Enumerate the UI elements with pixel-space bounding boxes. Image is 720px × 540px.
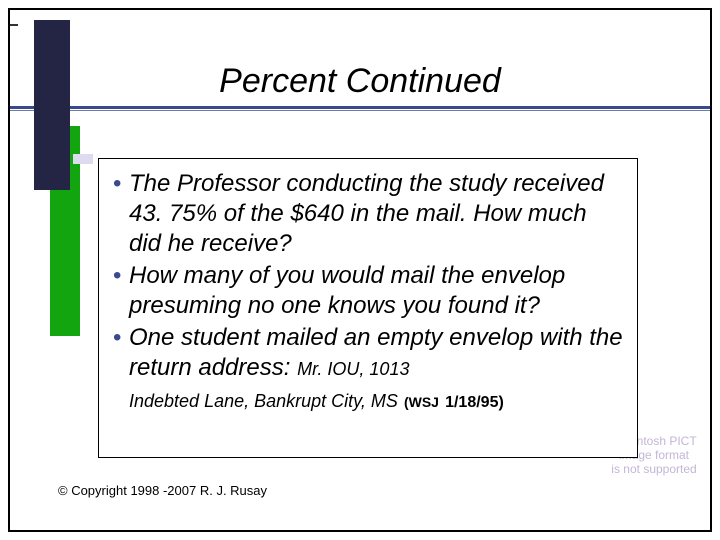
content-box: • The Professor conducting the study rec… — [98, 158, 638, 458]
address-text: Indebted Lane, Bankrupt City, MS — [129, 391, 398, 411]
bullet-item: • One student mailed an empty envelop wi… — [113, 323, 623, 384]
address-inline: Mr. IOU, 1013 — [297, 359, 409, 379]
title-underline — [10, 106, 710, 112]
bullet-item: • How many of you would mail the envelop… — [113, 261, 623, 321]
source-date: 1/18/95) — [445, 394, 504, 411]
rule-primary — [10, 106, 710, 109]
bullet-text: How many of you would mail the envelop p… — [129, 261, 623, 321]
bullet-text: One student mailed an empty envelop with… — [129, 323, 623, 384]
pict-line3: is not supported — [604, 462, 704, 476]
source-label: (WSJ — [404, 394, 439, 410]
bullet-marker-icon: • — [113, 169, 129, 199]
slide-title: Percent Continued — [10, 62, 710, 101]
bullet-item: • The Professor conducting the study rec… — [113, 169, 623, 259]
copyright-text: © Copyright 1998 -2007 R. J. Rusay — [58, 483, 267, 498]
slide-frame: Percent Continued • The Professor conduc… — [8, 8, 712, 532]
address-line-2: Indebted Lane, Bankrupt City, MS (WSJ 1/… — [113, 386, 623, 417]
decor-tiny-bar — [10, 24, 18, 26]
decor-dark-bar — [34, 20, 70, 190]
title-area: Percent Continued — [10, 62, 710, 101]
decor-lavender-bar — [73, 154, 93, 164]
bullet-text: The Professor conducting the study recei… — [129, 169, 623, 259]
rule-secondary — [10, 110, 710, 111]
bullet-marker-icon: • — [113, 323, 129, 353]
bullet-marker-icon: • — [113, 261, 129, 291]
